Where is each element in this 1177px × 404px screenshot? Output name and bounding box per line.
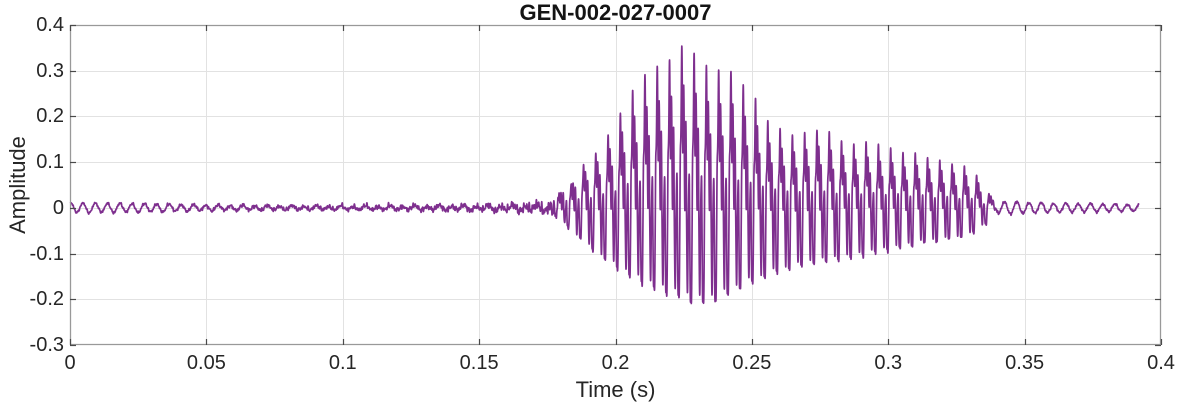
x-tick-label: 0.2 — [601, 352, 630, 374]
y-tick-label: -0.1 — [29, 242, 64, 265]
x-tick-label: 0.3 — [874, 352, 903, 374]
y-tick-label: 0.2 — [36, 105, 64, 128]
y-tick-label: 0 — [52, 196, 64, 219]
y-tick-label: 0.1 — [36, 151, 64, 174]
y-tick-label: 0.3 — [36, 59, 64, 82]
x-tick-label: 0.1 — [328, 352, 357, 374]
x-tick-label: 0.25 — [732, 352, 772, 374]
y-tick-label: -0.2 — [29, 288, 64, 311]
x-tick-label: 0.35 — [1005, 352, 1045, 374]
x-tick-label: 0.4 — [1147, 352, 1175, 374]
y-tick-label: -0.3 — [29, 334, 64, 356]
x-tick-label: 0 — [64, 352, 76, 374]
x-tick-label: 0.05 — [186, 352, 226, 374]
y-tick-label: 0.4 — [36, 14, 64, 36]
x-tick-label: 0.15 — [459, 352, 499, 374]
